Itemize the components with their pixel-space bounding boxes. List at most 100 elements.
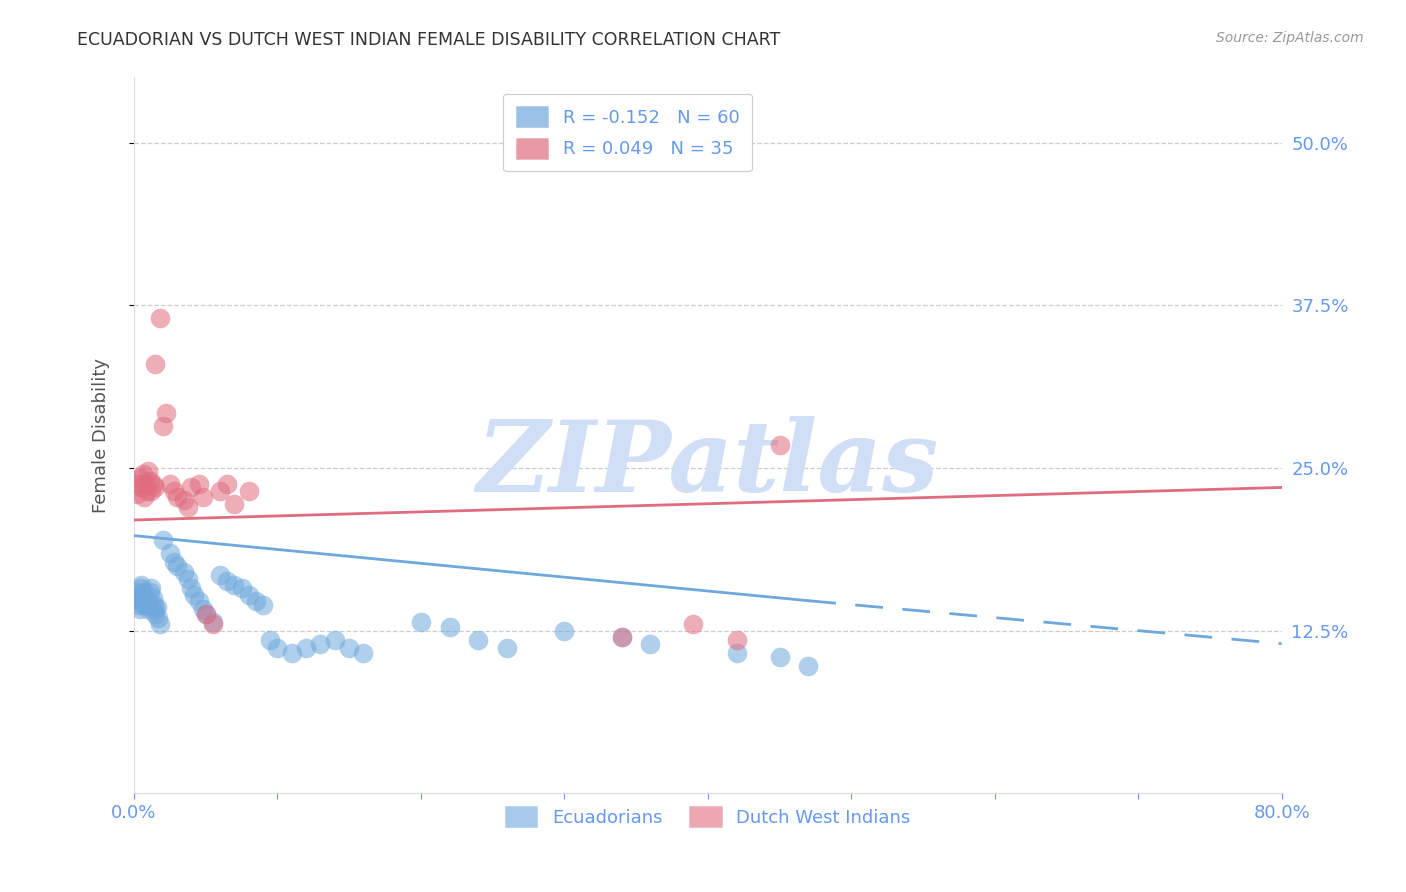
Point [159,545,181,559]
Point [131,467,153,482]
Point [128,471,150,485]
Point [208,567,231,582]
Point [127,591,149,606]
Point [180,581,202,595]
Point [177,500,200,514]
Point [129,480,152,494]
Point [187,476,209,491]
Point [136,601,159,615]
Point [129,578,152,592]
Point [768,437,790,451]
Point [132,584,155,599]
Point [145,357,167,371]
Point [142,476,165,491]
Point [148,610,170,624]
Point [191,490,214,504]
Point [281,646,304,660]
Point [409,615,432,629]
Point [163,555,186,569]
Point [295,640,318,655]
Point [238,589,260,603]
Point [194,607,217,621]
Point [134,591,156,606]
Point [467,632,489,647]
Point [166,490,188,504]
Point [309,637,332,651]
Point [141,581,163,595]
Point [183,589,205,603]
Point [143,598,166,612]
Point [138,474,160,488]
Point [135,598,157,612]
Point [640,637,662,651]
Point [149,311,172,326]
Point [725,646,748,660]
Point [194,607,217,621]
Point [128,601,150,615]
Point [259,632,281,647]
Point [797,658,820,673]
Point [496,640,519,655]
Point [163,484,186,499]
Point [136,593,159,607]
Point [245,593,267,607]
Point [217,574,239,589]
Point [155,406,177,420]
Point [129,593,152,607]
Point [439,620,461,634]
Point [610,630,633,644]
Point [231,581,253,595]
Point [141,484,163,499]
Point [217,476,239,491]
Point [146,600,169,615]
Point [149,617,172,632]
Point [127,598,149,612]
Point [553,624,575,638]
Point [173,565,195,579]
Point [128,581,150,595]
Point [201,617,224,632]
Y-axis label: Female Disability: Female Disability [93,358,110,513]
Point [136,464,159,478]
Point [127,476,149,491]
Point [131,598,153,612]
Point [142,591,165,606]
Point [224,497,246,511]
Text: ZIPatlas: ZIPatlas [477,416,939,512]
Point [135,484,157,499]
Point [145,601,167,615]
Text: ECUADORIAN VS DUTCH WEST INDIAN FEMALE DISABILITY CORRELATION CHART: ECUADORIAN VS DUTCH WEST INDIAN FEMALE D… [77,31,780,49]
Point [266,640,288,655]
Point [610,630,633,644]
Point [323,632,346,647]
Point [353,646,375,660]
Point [166,558,188,573]
Point [145,480,167,494]
Text: Source: ZipAtlas.com: Source: ZipAtlas.com [1216,31,1364,45]
Point [208,484,231,499]
Point [187,593,209,607]
Point [177,572,200,586]
Point [173,493,195,508]
Point [224,578,246,592]
Point [337,640,360,655]
Point [159,476,181,491]
Legend: Ecuadorians, Dutch West Indians: Ecuadorians, Dutch West Indians [498,799,918,834]
Point [131,589,153,603]
Point [682,617,704,632]
Point [768,649,790,664]
Point [152,419,174,434]
Point [201,615,224,629]
Point [138,584,160,599]
Point [125,584,148,599]
Point [238,484,260,499]
Point [152,533,174,547]
Point [180,480,202,494]
Point [725,632,748,647]
Point [252,598,274,612]
Point [125,487,148,501]
Point [132,490,155,504]
Point [134,476,156,491]
Point [191,601,214,615]
Point [145,607,167,621]
